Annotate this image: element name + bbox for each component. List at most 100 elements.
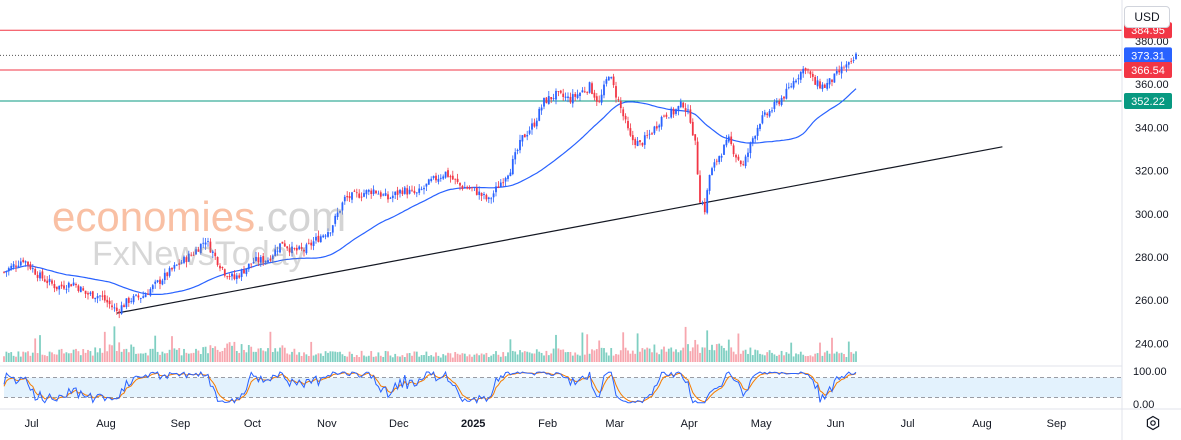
volume-bar	[243, 349, 245, 362]
candle	[394, 191, 397, 200]
candle-body	[499, 182, 502, 187]
candle	[339, 210, 341, 214]
volume-bar	[329, 351, 332, 362]
trendline	[116, 146, 1003, 314]
volume-bar	[173, 348, 176, 362]
volume-bar	[180, 355, 183, 362]
candle-body	[403, 187, 406, 194]
candle	[327, 228, 329, 238]
candle	[259, 254, 262, 267]
volume-bar	[432, 356, 435, 362]
candle	[490, 196, 493, 204]
candle-body	[99, 295, 101, 297]
candle	[5, 270, 8, 277]
volume-bar	[123, 349, 125, 362]
candle	[617, 96, 620, 102]
volume-bar	[439, 357, 442, 362]
volume-bar	[41, 354, 44, 362]
volume-bar	[473, 354, 476, 362]
volume-bar	[154, 335, 157, 362]
candle-body	[727, 136, 730, 142]
candle	[123, 303, 125, 308]
volume-bar	[814, 353, 817, 362]
candle	[276, 246, 279, 256]
candle-body	[528, 130, 531, 134]
candle	[55, 286, 58, 292]
candle-body	[766, 113, 769, 116]
candle-body	[125, 298, 128, 308]
candle-body	[473, 187, 476, 188]
candle	[214, 249, 217, 260]
volume-bar	[283, 347, 286, 362]
candle-body	[322, 235, 325, 238]
volume-bar	[543, 355, 545, 362]
candle-body	[79, 286, 82, 293]
volume-bar	[591, 349, 593, 362]
volume-bar	[334, 351, 337, 362]
volume-bar	[691, 347, 694, 362]
candle-body	[591, 83, 593, 94]
candle-body	[135, 294, 137, 296]
candle-body	[619, 100, 622, 109]
candle-body	[408, 189, 411, 194]
candle-body	[593, 92, 596, 98]
candle-body	[147, 293, 149, 295]
time-axis[interactable]: Jul Aug Sep Oct Nov Dec 2025 Feb Mar Apr May Jun Jul…	[0, 408, 1181, 430]
moving-average-line	[3, 88, 857, 295]
candle-body	[763, 112, 766, 115]
candle	[257, 252, 260, 267]
candle	[641, 142, 644, 147]
candle-body	[276, 250, 279, 252]
candle	[19, 257, 22, 268]
candle	[713, 158, 716, 172]
candle-body	[331, 225, 334, 233]
volume-bar	[202, 347, 205, 362]
candle-body	[792, 81, 795, 88]
candle	[264, 260, 267, 265]
volume-bar	[540, 352, 543, 362]
candle	[127, 296, 130, 307]
volume-bar	[235, 350, 238, 362]
candle-body	[701, 203, 704, 205]
volume-bar	[336, 352, 339, 362]
candle-body	[442, 176, 445, 179]
volume-bar	[449, 353, 452, 362]
candle-body	[29, 264, 32, 269]
volume-bar	[166, 353, 169, 362]
volume-bar	[615, 354, 617, 362]
volume-bar	[718, 343, 721, 362]
candle	[430, 176, 433, 183]
volume-bar	[317, 353, 320, 362]
candle-body	[377, 193, 380, 195]
candle	[298, 245, 301, 251]
volume-bar	[137, 353, 140, 362]
volume-bar	[300, 355, 303, 362]
candle	[502, 178, 505, 187]
settings-icon[interactable]	[1144, 414, 1162, 432]
candle-body	[694, 134, 697, 141]
volume-bar	[797, 354, 800, 362]
candle-body	[305, 244, 308, 254]
candle	[317, 230, 320, 243]
currency-button[interactable]: USD	[1124, 6, 1170, 28]
price-axis[interactable]: 240.00 260.00 280.00 300.00 320.00 340.00 360.…	[1121, 0, 1169, 440]
stochastic-oscillator	[0, 365, 1122, 404]
volume-bar	[43, 355, 46, 362]
candle	[672, 107, 675, 118]
volume-bar	[610, 348, 613, 362]
candle-body	[823, 84, 826, 88]
candle-body	[187, 253, 190, 262]
volume-bar	[617, 354, 620, 362]
candle-body	[478, 191, 481, 195]
candle-body	[370, 190, 373, 195]
volume-bar	[595, 349, 598, 362]
oscillator-tick-label: 0.00	[1133, 399, 1154, 411]
candle-body	[190, 254, 193, 256]
candle-body	[466, 186, 469, 189]
candle-body	[245, 268, 248, 275]
candle-body	[233, 274, 236, 279]
volume-bar	[87, 349, 89, 362]
candle	[360, 192, 363, 202]
candle	[557, 90, 560, 97]
